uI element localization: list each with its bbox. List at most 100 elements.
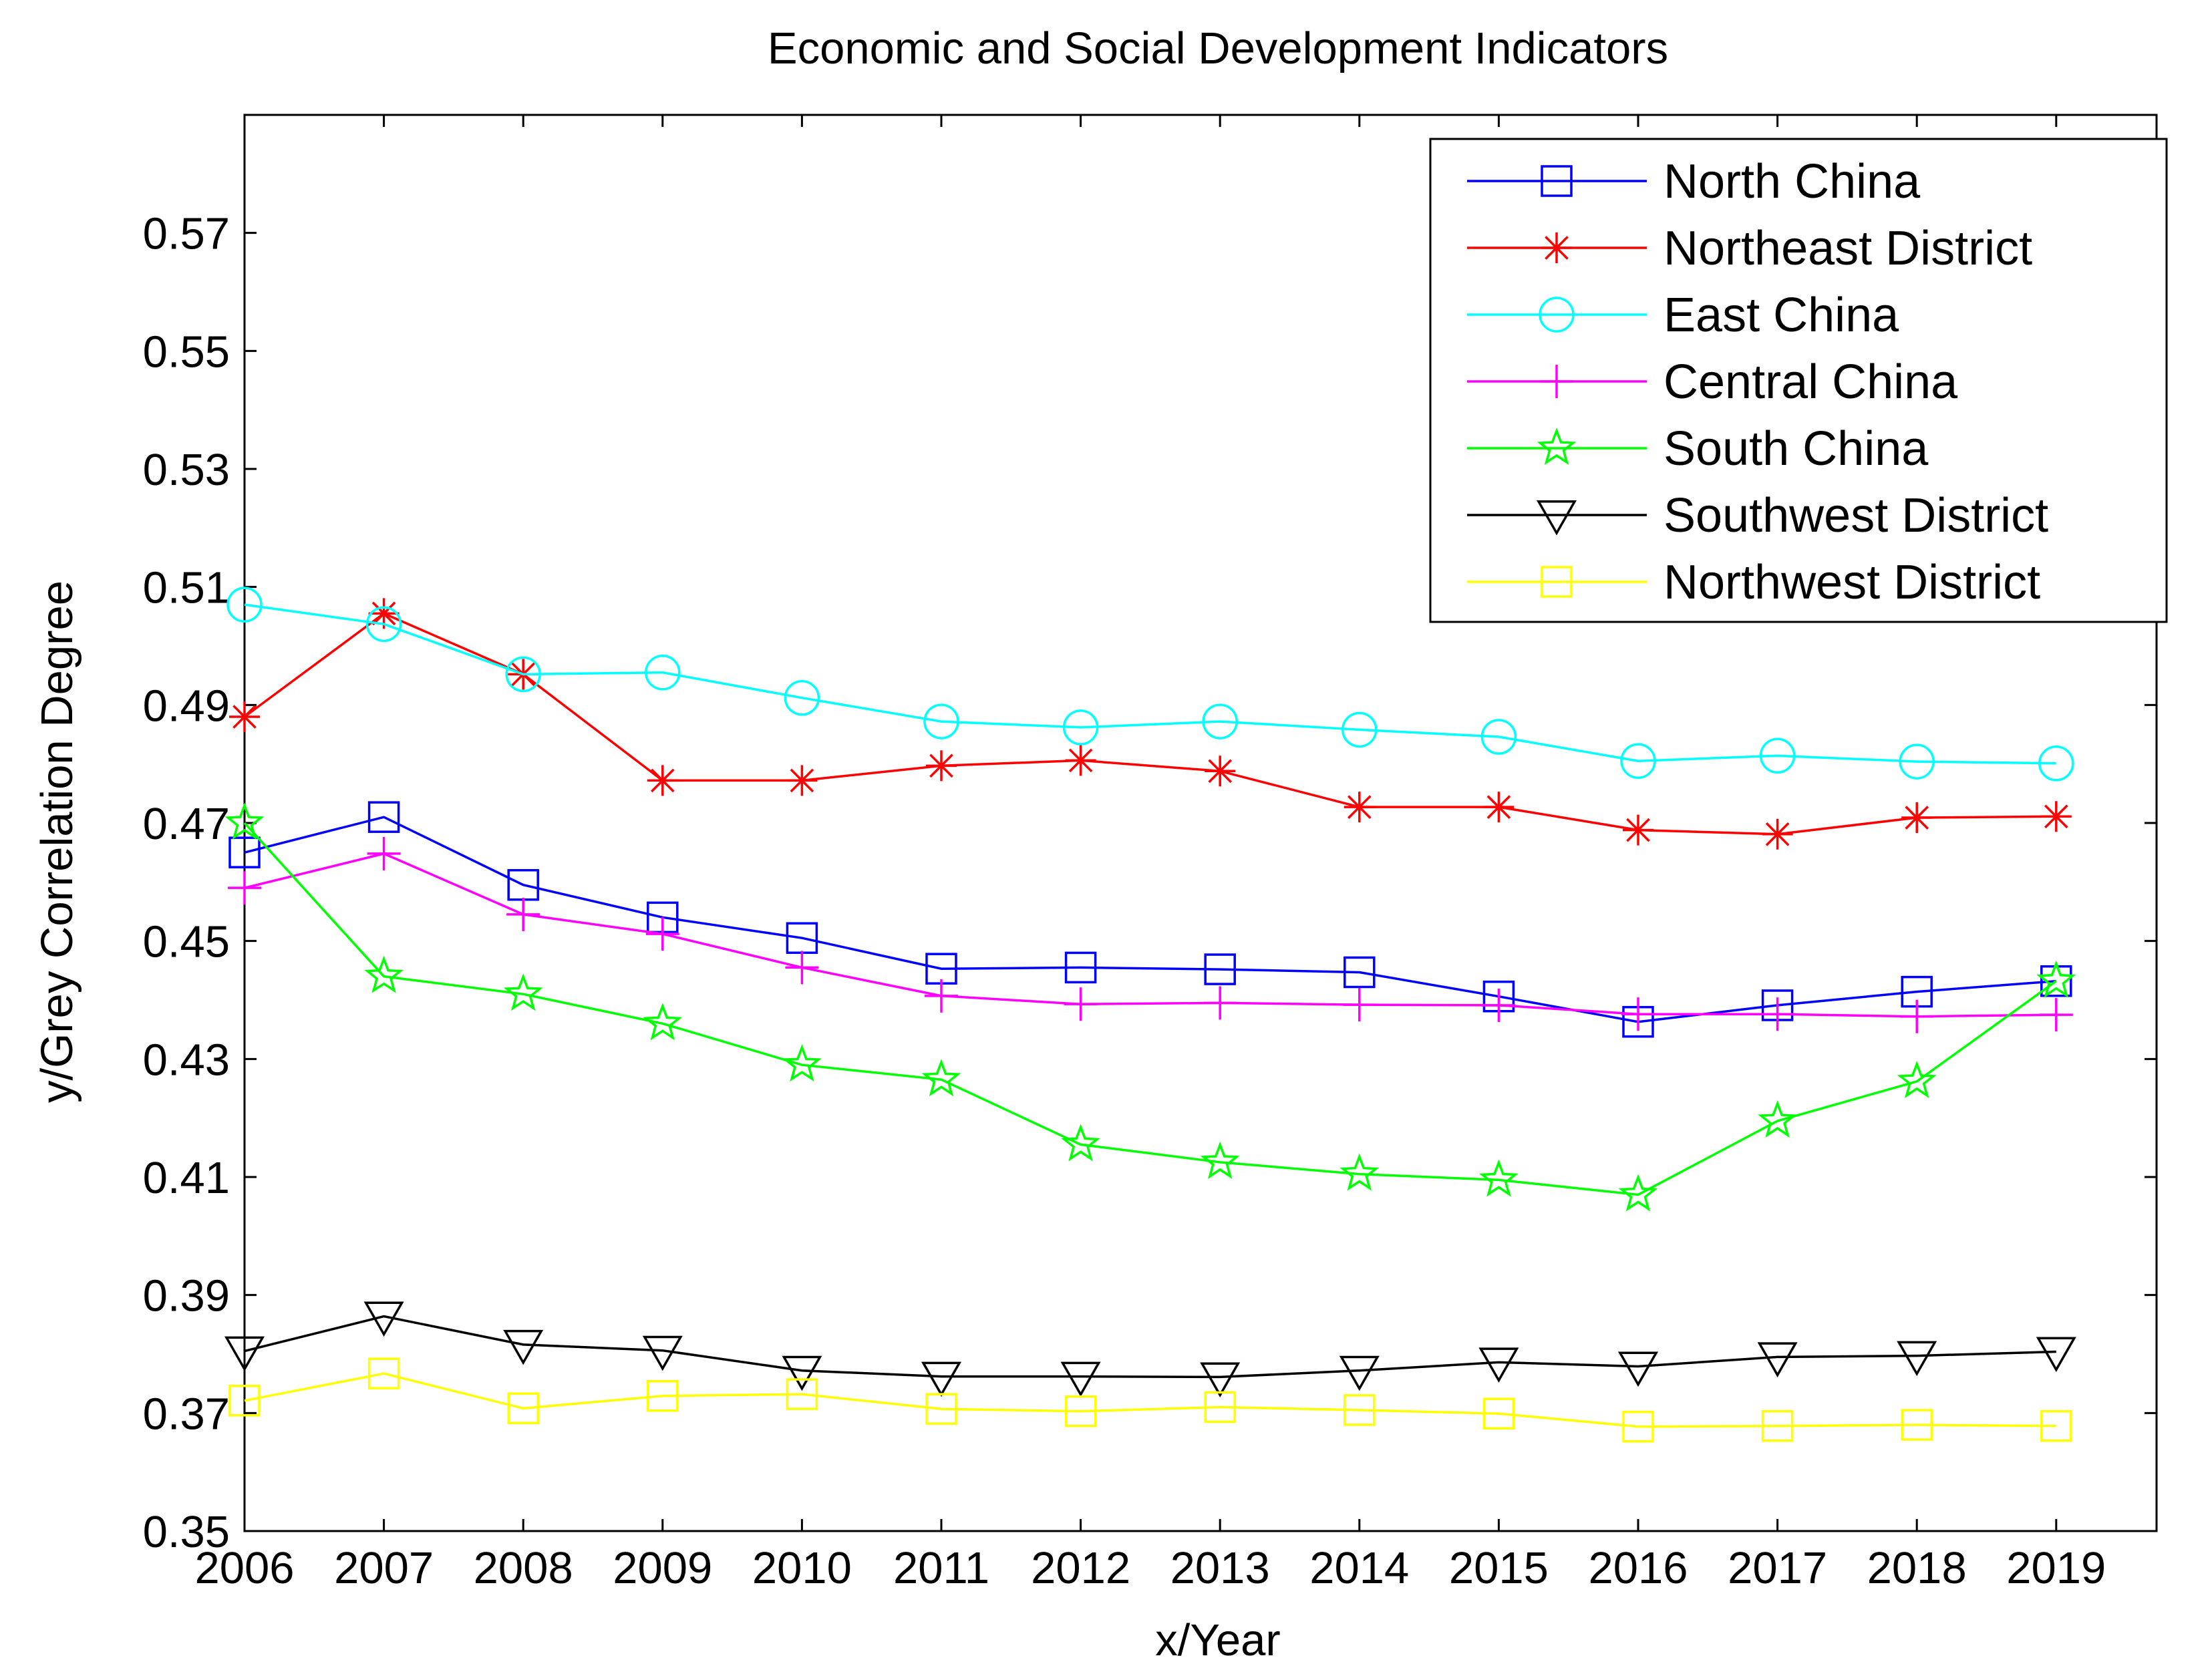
data-point [1480, 719, 1517, 755]
series-line [244, 852, 2056, 1018]
legend: North China Northeast District East China C… [1429, 138, 2168, 623]
legend-item: Central China [1467, 355, 1958, 409]
legend-item: Southwest District [1467, 489, 2048, 542]
data-point [363, 1301, 404, 1337]
data-point [1760, 997, 1794, 1031]
x-tick-label: 2019 [2006, 1543, 2106, 1593]
data-point [1200, 1362, 1241, 1397]
legend-label: North China [1664, 155, 1921, 208]
series-layer [224, 587, 2076, 1443]
x-tick-label: 2018 [1867, 1543, 1967, 1593]
legend-item: Northwest District [1467, 556, 2040, 609]
data-point [365, 606, 402, 643]
legend-label: Central China [1664, 355, 1958, 409]
data-point [1203, 986, 1237, 1020]
data-point [1622, 1410, 1654, 1443]
data-point [368, 598, 400, 629]
series-line [244, 1315, 2056, 1379]
data-point [642, 1335, 683, 1371]
series-central-china [228, 836, 2073, 1033]
x-tick-label: 2014 [1309, 1543, 1409, 1593]
data-point [2036, 1337, 2076, 1372]
data-point [1064, 987, 1098, 1021]
data-point [1478, 1347, 1519, 1383]
series-north-china [228, 801, 2072, 1038]
data-point [647, 1379, 679, 1412]
legend-marker [1541, 566, 1573, 598]
data-point [1621, 997, 1655, 1031]
series-line [243, 822, 2057, 1196]
series-northwest-district [228, 1357, 2072, 1443]
x-tick-label: 2017 [1728, 1543, 1827, 1593]
data-point [224, 802, 265, 840]
y-tick-label: 0.57 [143, 209, 230, 259]
data-point [2036, 960, 2076, 998]
data-point [229, 701, 260, 732]
x-tick-label: 2008 [474, 1543, 573, 1593]
data-point [643, 1003, 683, 1041]
data-point [923, 703, 959, 739]
series-line [244, 603, 2056, 765]
legend-marker [1539, 297, 1575, 333]
data-point [228, 836, 261, 868]
data-point [2039, 998, 2073, 1032]
data-point [1618, 1174, 1658, 1212]
data-point [1062, 709, 1099, 745]
legend-marker [1540, 365, 1573, 398]
data-point [645, 655, 681, 691]
data-point [1065, 745, 1096, 776]
data-point [1758, 1100, 1797, 1138]
chart-title: Economic and Social Development Indicato… [768, 23, 1668, 73]
data-point [925, 979, 958, 1013]
data-point [2038, 745, 2074, 782]
data-point [1482, 988, 1516, 1022]
x-tick-label: 2011 [893, 1543, 989, 1593]
data-point [926, 750, 957, 782]
data-point [1757, 1342, 1798, 1377]
y-tick-label: 0.35 [143, 1507, 230, 1557]
data-point [1482, 1397, 1515, 1430]
data-point [785, 951, 819, 985]
x-tick-label: 2012 [1031, 1543, 1130, 1593]
y-tick-label: 0.55 [143, 327, 230, 377]
data-point [367, 801, 400, 833]
data-point [1061, 1124, 1100, 1162]
data-point [503, 973, 543, 1011]
series-south-china [224, 802, 2076, 1212]
legend-label: Southwest District [1664, 489, 2048, 542]
legend-item: East China [1467, 289, 1899, 342]
x-tick-label: 2015 [1449, 1543, 1549, 1593]
data-point [784, 679, 820, 716]
data-point [1342, 988, 1376, 1022]
legend-marker [1541, 232, 1572, 263]
x-tick-label: 2006 [194, 1543, 294, 1593]
x-tick-label: 2010 [752, 1543, 852, 1593]
data-point [1900, 999, 1934, 1033]
legend-marker [1536, 500, 1577, 536]
x-tick-label: 2016 [1588, 1543, 1688, 1593]
data-point [1339, 1153, 1380, 1191]
data-point [925, 1393, 957, 1425]
data-point [786, 765, 818, 796]
data-point [645, 917, 679, 951]
data-point [647, 765, 678, 796]
data-point [1204, 1391, 1236, 1424]
data-point [1762, 818, 1793, 850]
data-point [1620, 743, 1656, 779]
data-point [782, 1044, 822, 1082]
data-point [2040, 1410, 2072, 1442]
data-point [367, 836, 401, 870]
legend-label: South China [1664, 422, 1929, 476]
data-point [503, 1329, 544, 1365]
legend-label: Northeast District [1664, 222, 2032, 275]
data-point [226, 587, 263, 623]
data-point [364, 955, 404, 993]
data-point [506, 897, 540, 931]
data-point [1344, 792, 1375, 823]
data-point [1341, 711, 1378, 748]
x-axis-label: x/Year [1155, 1615, 1281, 1665]
data-point [2040, 801, 2072, 832]
data-point [507, 1392, 539, 1425]
legend-label: East China [1664, 289, 1899, 342]
